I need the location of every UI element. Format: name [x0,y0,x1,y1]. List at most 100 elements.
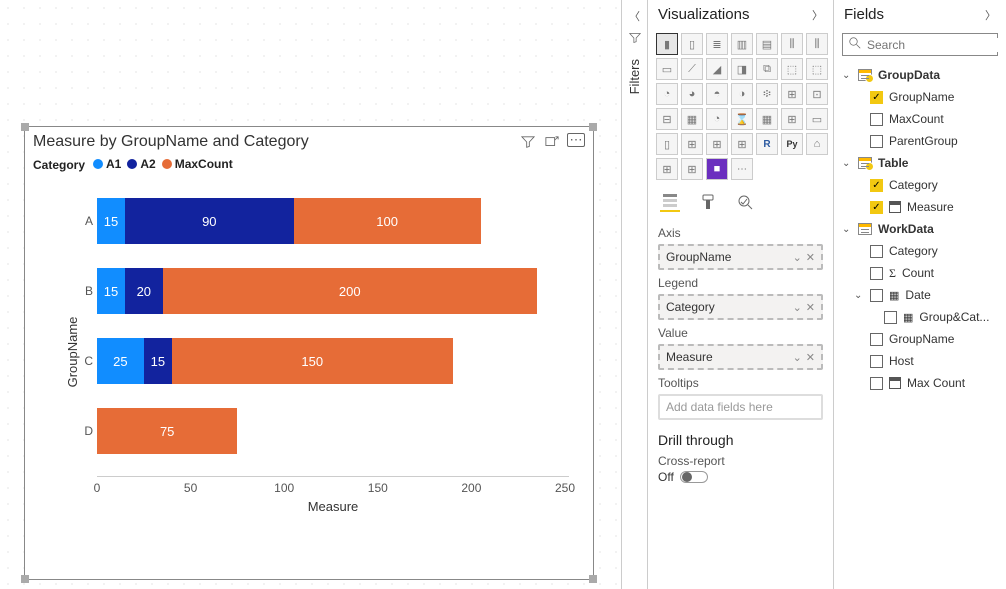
viz-type-icon[interactable]: ◑ [731,83,753,105]
viz-type-icon[interactable]: Py [781,133,803,155]
viz-type-icon[interactable]: ◓ [706,83,728,105]
fields-search[interactable] [842,33,998,56]
viz-type-icon[interactable]: ⊞ [781,83,803,105]
table-header[interactable]: ⌄GroupData [840,64,1000,86]
format-tab[interactable] [698,192,718,212]
tooltips-well[interactable]: Add data fields here [658,394,823,420]
viz-type-icon[interactable]: ▦ [681,108,703,130]
field-row[interactable]: ParentGroup [840,130,1000,152]
viz-type-icon[interactable]: ⊞ [781,108,803,130]
field-row[interactable]: ✓Category [840,174,1000,196]
viz-type-icon[interactable]: ⊞ [731,133,753,155]
table-header[interactable]: ⌄WorkData [840,218,1000,240]
field-checkbox[interactable]: ✓ [870,91,883,104]
viz-type-icon[interactable]: ⧉ [756,58,778,80]
chart-visual[interactable]: Measure by GroupName and Category ⋯ Cate… [24,126,594,580]
field-checkbox[interactable] [870,267,883,280]
field-checkbox[interactable] [870,355,883,368]
focus-mode-icon[interactable] [543,133,561,151]
search-input[interactable] [867,38,1006,52]
field-row[interactable]: ΣCount [840,262,1000,284]
field-row[interactable]: Max Count [840,372,1000,394]
fields-tab[interactable] [660,192,680,212]
field-checkbox[interactable] [870,333,883,346]
analytics-tab[interactable] [736,192,756,212]
field-checkbox[interactable] [870,113,883,126]
viz-type-icon[interactable]: ⊞ [681,133,703,155]
viz-type-icon[interactable]: ◨ [731,58,753,80]
field-checkbox[interactable] [870,377,883,390]
field-checkbox[interactable] [870,289,883,302]
field-row[interactable]: ✓Measure [840,196,1000,218]
viz-type-icon[interactable]: R [756,133,778,155]
bar-segment[interactable]: 90 [125,198,293,244]
field-checkbox[interactable] [884,311,897,324]
value-well[interactable]: Measure ⌄✕ [658,344,823,370]
cross-report-toggle[interactable] [680,471,708,483]
viz-type-icon[interactable]: ⌛ [731,108,753,130]
viz-type-icon[interactable]: ▤ [756,33,778,55]
bar-segment[interactable]: 150 [172,338,453,384]
bar-segment[interactable]: 75 [97,408,237,454]
chevron-down-icon[interactable]: ⌄ [793,251,802,264]
more-options-icon[interactable]: ⋯ [567,133,585,147]
viz-type-icon[interactable]: ⬚ [781,58,803,80]
viz-type-icon[interactable]: ≣ [706,33,728,55]
viz-type-icon[interactable]: ⊞ [706,133,728,155]
viz-type-grid[interactable]: ▮▯≣▥▤⫼⫼▭⟋◢◨⧉⬚⬚◔◕◓◑፨⊞⊡⊟▦◔⌛▦⊞▭▯⊞⊞⊞RPy⌂⊞⊞■⋯ [648,29,833,184]
remove-icon[interactable]: ✕ [806,301,815,314]
field-row[interactable]: ✓GroupName [840,86,1000,108]
legend-item[interactable]: MaxCount [162,157,233,171]
caret-icon[interactable]: ⌄ [854,290,864,301]
bar-segment[interactable]: 25 [97,338,144,384]
viz-type-icon[interactable]: ⟋ [681,58,703,80]
bar-segment[interactable]: 15 [97,198,125,244]
viz-type-icon[interactable]: ⊞ [656,158,678,180]
axis-well[interactable]: GroupName ⌄✕ [658,244,823,270]
field-row[interactable]: GroupName [840,328,1000,350]
viz-type-icon[interactable]: ⊟ [656,108,678,130]
bar-segment[interactable]: 100 [294,198,481,244]
viz-type-icon[interactable]: ◕ [681,83,703,105]
field-row[interactable]: ⌄▦Date [840,284,1000,306]
bar-segment[interactable]: 15 [97,268,125,314]
chevron-left-icon[interactable]: 〈 [629,8,640,24]
chevron-right-icon[interactable]: 〉 [812,7,823,23]
bar-segment[interactable]: 20 [125,268,162,314]
legend-well[interactable]: Category ⌄✕ [658,294,823,320]
viz-type-icon[interactable]: ▥ [731,33,753,55]
field-row[interactable]: ▦Group&Cat... [840,306,1000,328]
viz-type-icon[interactable]: ፨ [756,83,778,105]
field-row[interactable]: Host [840,350,1000,372]
report-canvas[interactable]: Measure by GroupName and Category ⋯ Cate… [0,0,621,589]
viz-type-icon[interactable]: ⊞ [681,158,703,180]
viz-type-icon[interactable]: ■ [706,158,728,180]
viz-type-icon[interactable]: ▭ [806,108,828,130]
fields-tree[interactable]: ⌄GroupData✓GroupNameMaxCountParentGroup⌄… [834,60,1006,398]
viz-type-icon[interactable]: ▯ [656,133,678,155]
field-row[interactable]: Category [840,240,1000,262]
chevron-right-icon[interactable]: 〉 [985,7,996,23]
viz-type-icon[interactable]: ⫼ [781,33,803,55]
table-header[interactable]: ⌄Table [840,152,1000,174]
legend-item[interactable]: A2 [127,157,155,171]
viz-type-icon[interactable]: ⌂ [806,133,828,155]
chevron-down-icon[interactable]: ⌄ [793,301,802,314]
chevron-down-icon[interactable]: ⌄ [793,351,802,364]
viz-type-icon[interactable]: ▯ [681,33,703,55]
bar-segment[interactable]: 200 [163,268,537,314]
viz-type-icon[interactable]: ◔ [656,83,678,105]
viz-type-icon[interactable]: ▭ [656,58,678,80]
viz-type-icon[interactable]: ▮ [656,33,678,55]
field-row[interactable]: MaxCount [840,108,1000,130]
legend-item[interactable]: A1 [93,157,121,171]
filter-icon[interactable] [519,133,537,151]
viz-type-icon[interactable]: ⫼ [806,33,828,55]
viz-type-icon[interactable]: ⬚ [806,58,828,80]
viz-type-icon[interactable]: ▦ [756,108,778,130]
field-checkbox[interactable]: ✓ [870,201,883,214]
field-checkbox[interactable] [870,135,883,148]
filters-collapsed-strip[interactable]: 〈 Filters [621,0,648,589]
remove-icon[interactable]: ✕ [806,351,815,364]
viz-type-icon[interactable]: ⋯ [731,158,753,180]
